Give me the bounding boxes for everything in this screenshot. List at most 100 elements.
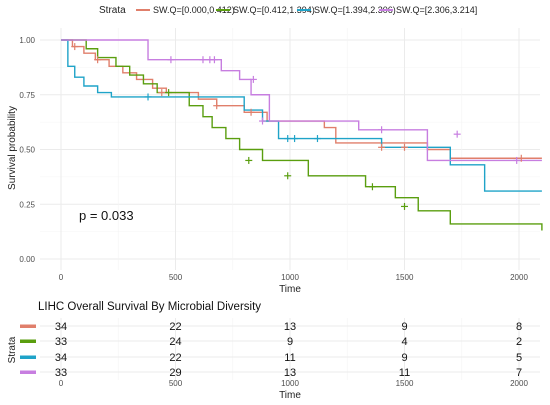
risk-table: LIHC Overall Survival By Microbial Diver… bbox=[7, 301, 540, 401]
censor-mark bbox=[94, 56, 102, 64]
risk-count: 5 bbox=[516, 352, 522, 364]
legend-item: SW.Q=[1.394,2.306) bbox=[297, 5, 396, 15]
legend-title: Strata bbox=[99, 5, 126, 16]
legend-label: SW.Q=[0.000,0.412) bbox=[153, 5, 235, 15]
censor-mark bbox=[513, 156, 521, 164]
plot-grid bbox=[40, 28, 540, 270]
x-tick-label: 2000 bbox=[510, 273, 528, 282]
y-axis-ticks: 0.00 0.25 0.50 0.75 1.00 bbox=[19, 36, 35, 264]
x-axis-ticks: 0 500 1000 1500 2000 bbox=[59, 273, 529, 282]
censor-mark bbox=[291, 135, 299, 143]
censor-mark bbox=[368, 183, 376, 191]
survival-curve-2 bbox=[61, 39, 543, 231]
risk-table-rows: 34 22 13 9 8 33 24 9 4 2 34 22 11 9 5 33 29 13 11 7 bbox=[20, 321, 522, 379]
legend-item: SW.Q=[2.306,3.214] bbox=[379, 5, 477, 15]
risk-count: 7 bbox=[516, 367, 522, 379]
legend-label: SW.Q=[2.306,3.214] bbox=[396, 5, 477, 15]
legend-item: SW.Q=[0.000,0.412) bbox=[136, 5, 235, 15]
legend-label: SW.Q=[1.394,2.306) bbox=[314, 5, 396, 15]
censor-mark bbox=[517, 154, 525, 162]
legend-items: SW.Q=[0.000,0.412)SW.Q=[0.412,1.394) SW.Q… bbox=[136, 5, 477, 15]
survival-curves bbox=[61, 39, 543, 231]
risk-row-swatch bbox=[20, 355, 36, 359]
censor-marks bbox=[71, 43, 525, 210]
censor-mark bbox=[71, 43, 79, 51]
y-tick-label: 0.25 bbox=[19, 200, 35, 209]
risk-count: 13 bbox=[284, 367, 296, 379]
risk-table-grid bbox=[40, 318, 540, 380]
x-tick-label: 0 bbox=[59, 273, 64, 282]
y-axis-title: Survival probability bbox=[7, 106, 18, 190]
censor-mark bbox=[165, 89, 173, 97]
x-tick-label: 1000 bbox=[281, 273, 299, 282]
risk-row-swatch bbox=[20, 324, 36, 328]
censor-mark bbox=[247, 108, 255, 116]
risk-count: 11 bbox=[284, 352, 295, 364]
risk-x-tick-label: 0 bbox=[59, 379, 64, 388]
risk-x-tick-label: 2000 bbox=[510, 379, 528, 388]
legend-label: SW.Q=[0.412,1.394) bbox=[233, 5, 315, 15]
risk-x-tick-label: 500 bbox=[169, 379, 183, 388]
x-axis-title: Time bbox=[279, 284, 301, 295]
p-value-annotation: p = 0.033 bbox=[79, 208, 134, 223]
risk-count: 2 bbox=[516, 336, 522, 348]
risk-table-title: LIHC Overall Survival By Microbial Diver… bbox=[38, 301, 261, 313]
censor-mark bbox=[378, 143, 386, 151]
censor-mark bbox=[284, 172, 292, 180]
risk-count: 22 bbox=[169, 321, 181, 333]
y-tick-label: 0.75 bbox=[19, 91, 35, 100]
risk-table-x-title: Time bbox=[279, 390, 301, 401]
risk-count: 22 bbox=[169, 352, 181, 364]
x-tick-label: 1500 bbox=[396, 273, 414, 282]
survival-curve-1 bbox=[61, 39, 542, 159]
risk-row-swatch bbox=[20, 339, 36, 343]
risk-count: 4 bbox=[401, 336, 407, 348]
risk-table-row: 34 22 13 9 8 bbox=[20, 321, 522, 333]
censor-mark bbox=[249, 75, 257, 83]
x-tick-label: 500 bbox=[169, 273, 183, 282]
y-tick-label: 0.50 bbox=[19, 146, 35, 155]
risk-table-row: 34 22 11 9 5 bbox=[20, 352, 522, 364]
censor-mark bbox=[245, 156, 253, 164]
censor-mark bbox=[167, 56, 175, 64]
km-plot: 0.00 0.25 0.50 0.75 1.00 0 500 1000 1500 2000 Su… bbox=[7, 28, 543, 295]
y-tick-label: 1.00 bbox=[19, 36, 35, 45]
risk-count: 34 bbox=[55, 352, 67, 364]
risk-count: 9 bbox=[401, 352, 407, 364]
risk-table-x-ticks: 0 500 1000 1500 2000 bbox=[59, 379, 529, 388]
risk-count: 33 bbox=[55, 367, 67, 379]
risk-table-row: 33 29 13 11 7 bbox=[20, 367, 522, 379]
risk-count: 9 bbox=[287, 336, 293, 348]
risk-count: 11 bbox=[399, 367, 410, 379]
risk-table-row: 33 24 9 4 2 bbox=[20, 336, 522, 348]
risk-x-tick-label: 1500 bbox=[396, 379, 414, 388]
survival-curve-3 bbox=[61, 39, 542, 192]
y-tick-label: 0.00 bbox=[19, 255, 35, 264]
risk-count: 9 bbox=[401, 321, 407, 333]
risk-count: 13 bbox=[284, 321, 296, 333]
risk-x-tick-label: 1000 bbox=[281, 379, 299, 388]
censor-mark bbox=[401, 143, 408, 151]
censor-mark bbox=[401, 202, 408, 210]
censor-mark bbox=[284, 135, 292, 143]
legend-item: SW.Q=[0.412,1.394) bbox=[216, 5, 315, 15]
censor-mark bbox=[378, 126, 386, 134]
censor-mark bbox=[313, 135, 321, 143]
survival-curve-4 bbox=[61, 39, 542, 162]
risk-table-y-title: Strata bbox=[7, 336, 18, 363]
censor-mark bbox=[453, 130, 461, 138]
censor-mark bbox=[199, 56, 207, 64]
censor-mark bbox=[259, 117, 267, 125]
censor-mark bbox=[213, 102, 221, 110]
risk-count: 24 bbox=[169, 336, 181, 348]
censor-mark bbox=[144, 93, 152, 101]
legend: Strata SW.Q=[0.000,0.412)SW.Q=[0.412,1.3… bbox=[99, 5, 477, 16]
risk-count: 29 bbox=[169, 367, 181, 379]
risk-row-swatch bbox=[20, 370, 36, 374]
risk-count: 33 bbox=[55, 336, 67, 348]
censor-mark bbox=[210, 56, 218, 64]
risk-count: 34 bbox=[55, 321, 67, 333]
risk-count: 8 bbox=[516, 321, 522, 333]
censor-mark bbox=[158, 89, 166, 97]
